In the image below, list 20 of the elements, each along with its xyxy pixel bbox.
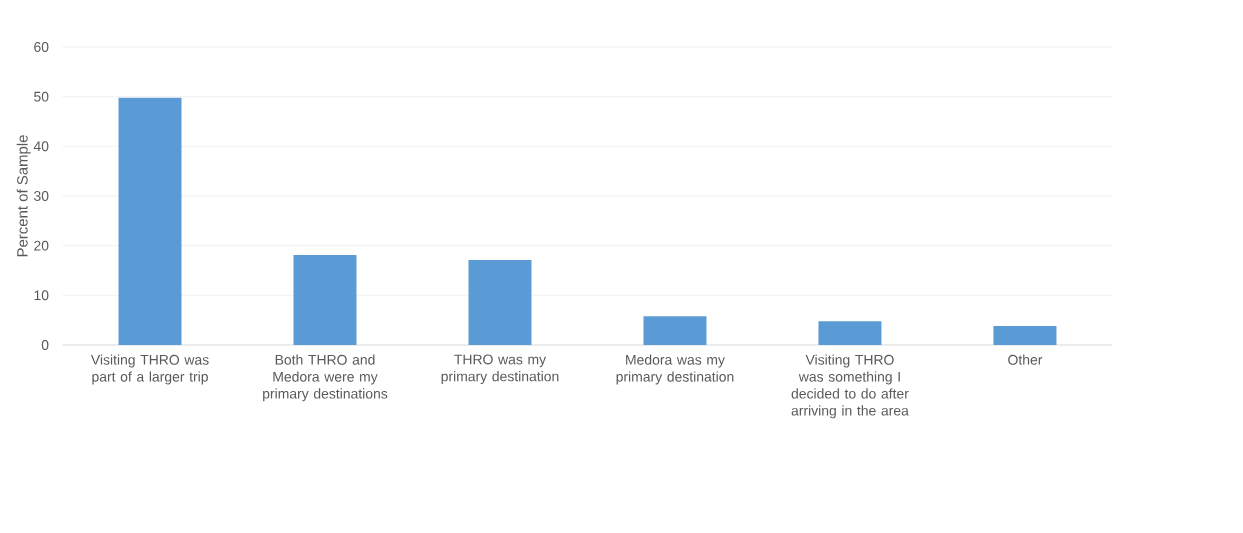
y-axis-title: Percent of Sample xyxy=(16,135,31,257)
y-tick-label: 0 xyxy=(41,340,49,350)
y-tick-label: 30 xyxy=(34,191,49,201)
y-tick-label: 60 xyxy=(34,42,49,52)
x-tick-label: Both THRO and Medora were my primary destinations xyxy=(263,354,388,402)
bar xyxy=(993,326,1057,345)
bar xyxy=(468,260,532,345)
x-tick-label: Visiting THRO was part of a larger trip xyxy=(90,354,209,385)
x-tick-label: Medora was my primary destination xyxy=(616,354,734,385)
bar xyxy=(643,316,707,345)
x-tick-label: Other xyxy=(1008,354,1043,365)
y-tick-label: 50 xyxy=(34,91,49,102)
bar xyxy=(818,321,882,345)
y-tick-label: 20 xyxy=(34,240,49,251)
x-tick-label: Visiting THRO was something I decided to do after arriving in the area xyxy=(791,354,909,419)
bar xyxy=(293,255,357,345)
y-tick-label: 40 xyxy=(33,141,49,152)
bar xyxy=(118,97,182,345)
y-tick-label: 10 xyxy=(34,290,49,301)
x-tick-label: THRO was my primary destination xyxy=(441,354,559,385)
